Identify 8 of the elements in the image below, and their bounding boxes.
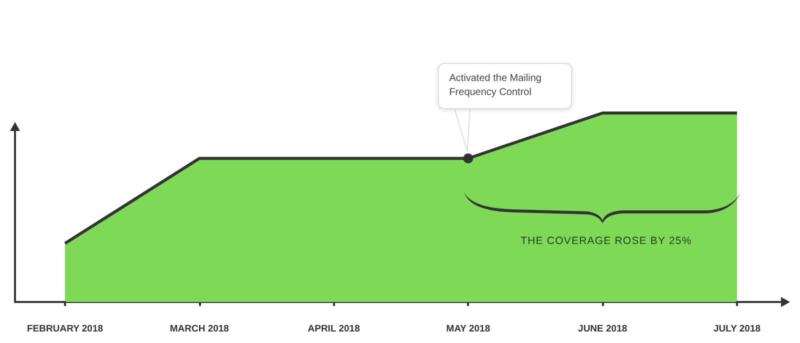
annotation: THE COVERAGE ROSE BY 25% bbox=[520, 235, 692, 247]
x-tick-label: MARCH 2018 bbox=[170, 324, 229, 334]
x-tick-label: JULY 2018 bbox=[713, 324, 761, 334]
x-tick-label: MAY 2018 bbox=[446, 324, 490, 334]
x-tick-label: APRIL 2018 bbox=[308, 324, 360, 334]
annotation: Activated the Mailing Frequency Control bbox=[438, 63, 572, 110]
x-tick-label: JUNE 2018 bbox=[578, 324, 628, 334]
x-tick-label: FEBRUARY 2018 bbox=[26, 324, 104, 334]
